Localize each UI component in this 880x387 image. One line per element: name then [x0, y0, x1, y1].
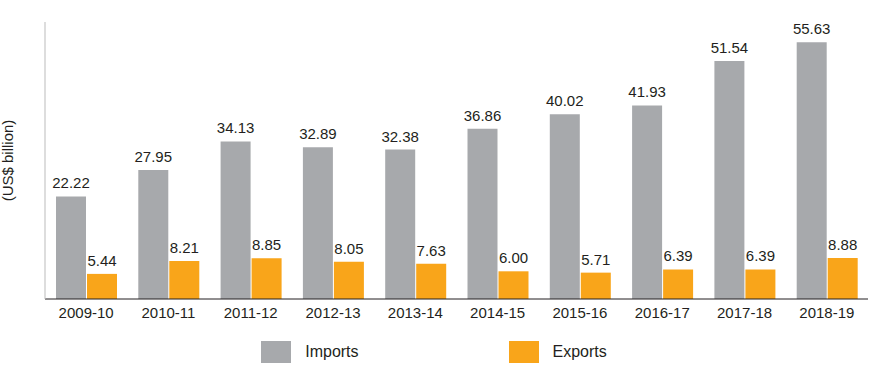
- svg-text:27.95: 27.95: [135, 148, 173, 165]
- svg-text:6.00: 6.00: [499, 249, 528, 266]
- svg-text:8.88: 8.88: [828, 236, 857, 253]
- svg-text:7.63: 7.63: [417, 242, 446, 259]
- svg-text:32.89: 32.89: [299, 125, 337, 142]
- svg-text:22.22: 22.22: [52, 174, 90, 191]
- svg-text:36.86: 36.86: [464, 107, 502, 124]
- html-text:Exports: Exports: [552, 343, 607, 360]
- svg-text:51.54: 51.54: [711, 39, 749, 56]
- svg-text:8.21: 8.21: [170, 239, 199, 256]
- svg-text:32.38: 32.38: [381, 128, 419, 145]
- svg-text:40.02: 40.02: [546, 92, 584, 109]
- svg-text:2009-10: 2009-10: [59, 304, 114, 321]
- svg-text:2017-18: 2017-18: [717, 304, 772, 321]
- svg-text:55.63: 55.63: [793, 20, 831, 37]
- svg-text:2014-15: 2014-15: [470, 304, 525, 321]
- svg-text:5.71: 5.71: [581, 251, 610, 268]
- svg-text:2012-13: 2012-13: [306, 304, 361, 321]
- svg-text:41.93: 41.93: [628, 83, 666, 100]
- svg-text:2015-16: 2015-16: [552, 304, 607, 321]
- svg-text:(US$ billion): (US$ billion): [8, 120, 16, 202]
- svg-text:8.85: 8.85: [252, 236, 281, 253]
- svg-text:2016-17: 2016-17: [635, 304, 690, 321]
- svg-text:2011-12: 2011-12: [224, 304, 278, 321]
- svg-text:2013-14: 2013-14: [388, 304, 443, 321]
- svg-text:6.39: 6.39: [663, 247, 692, 264]
- svg-text:8.05: 8.05: [334, 240, 363, 257]
- html-text:Imports: Imports: [305, 343, 359, 360]
- svg-text:2018-19: 2018-19: [799, 304, 854, 321]
- svg-text:34.13: 34.13: [217, 119, 255, 136]
- svg-text:6.39: 6.39: [746, 247, 775, 264]
- svg-text:2010-11: 2010-11: [141, 304, 195, 321]
- svg-text:5.44: 5.44: [87, 252, 116, 269]
